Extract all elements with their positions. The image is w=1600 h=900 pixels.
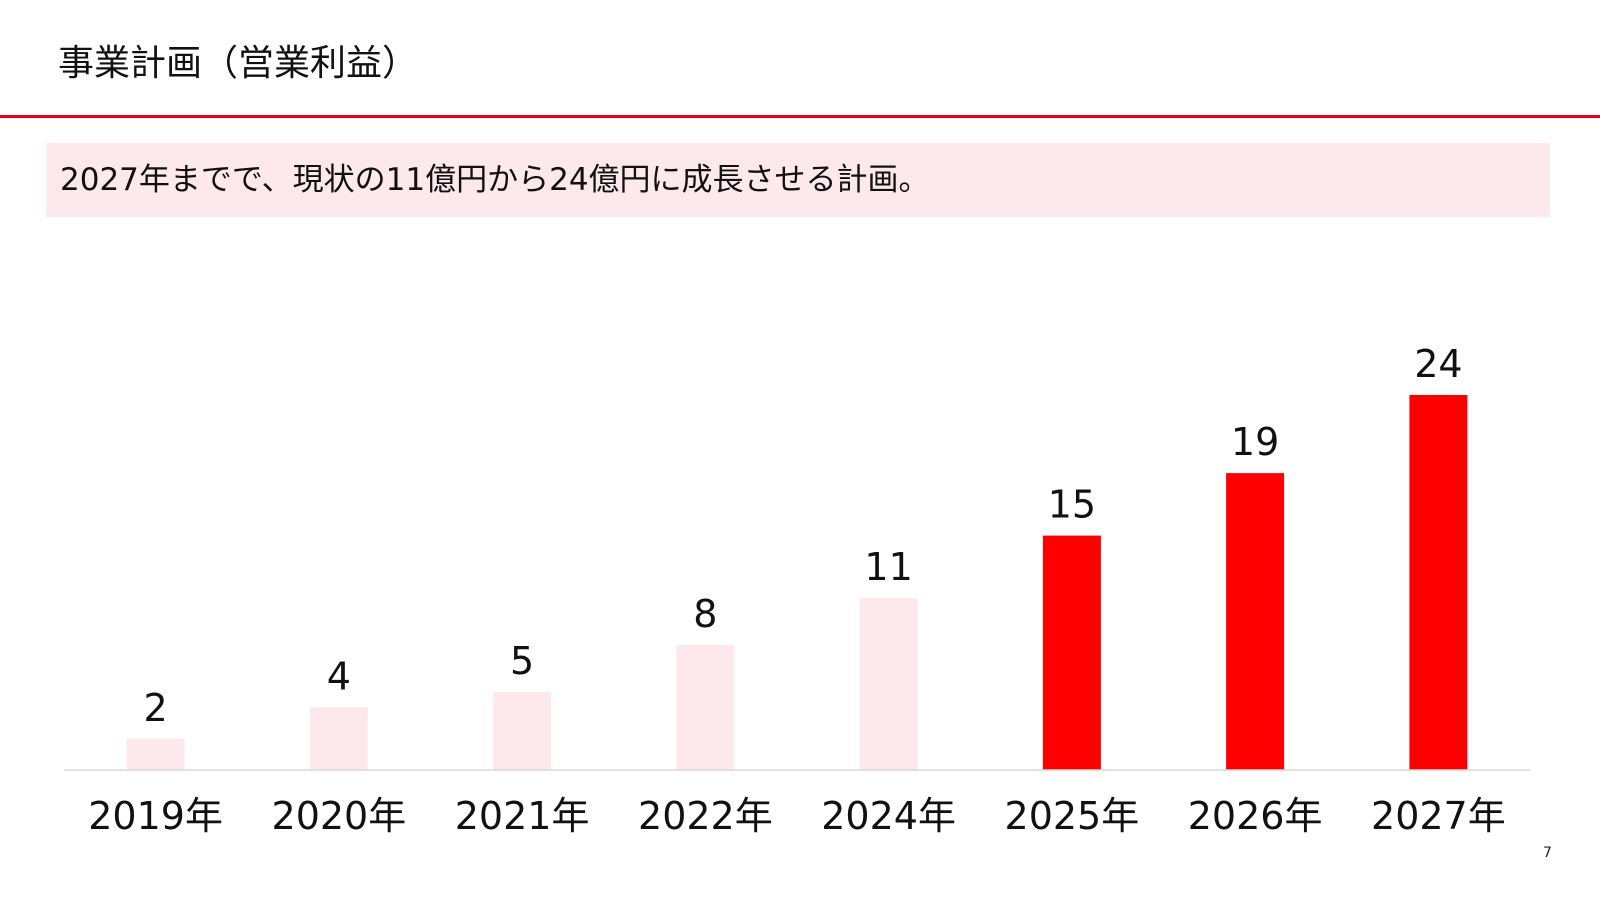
x-tick-label: 2022年 xyxy=(638,794,773,838)
x-tick-label: 2020年 xyxy=(272,794,407,838)
summary-text: 2027年までで、現状の11億円から24億円に成長させる計画。 xyxy=(60,162,930,198)
x-tick-label: 2024年 xyxy=(821,794,956,838)
page-number: 7 xyxy=(1543,845,1552,861)
bar-1 xyxy=(309,707,368,770)
data-label: 2 xyxy=(144,686,168,730)
bar-4 xyxy=(859,598,918,770)
page-title: 事業計画（営業利益） xyxy=(58,43,419,84)
bar-5 xyxy=(1042,535,1101,770)
data-label: 11 xyxy=(864,545,912,589)
bar-2 xyxy=(493,691,552,770)
x-tick-label: 2027年 xyxy=(1371,794,1506,838)
bar-3 xyxy=(676,645,735,770)
x-tick-label: 2026年 xyxy=(1188,794,1323,838)
title-divider xyxy=(0,115,1600,118)
data-label: 19 xyxy=(1231,420,1279,464)
summary-banner: 2027年までで、現状の11億円から24億円に成長させる計画。 xyxy=(46,143,1550,217)
data-label: 4 xyxy=(327,655,351,699)
data-label: 24 xyxy=(1414,342,1462,386)
data-label: 15 xyxy=(1048,483,1096,527)
labels-layer: 2 2019年 4 2020年 5 2021年 8 2022年 11 2024年 15 2025年 19… xyxy=(88,342,1506,838)
data-label: 8 xyxy=(693,592,717,636)
data-label: 5 xyxy=(510,639,534,683)
bar-7 xyxy=(1409,395,1468,770)
x-tick-label: 2021年 xyxy=(455,794,590,838)
x-tick-label: 2019年 xyxy=(88,794,223,838)
bar-6 xyxy=(1226,473,1285,770)
bars-layer xyxy=(126,395,1468,771)
bar-0 xyxy=(126,738,185,771)
x-tick-label: 2025年 xyxy=(1005,794,1140,838)
